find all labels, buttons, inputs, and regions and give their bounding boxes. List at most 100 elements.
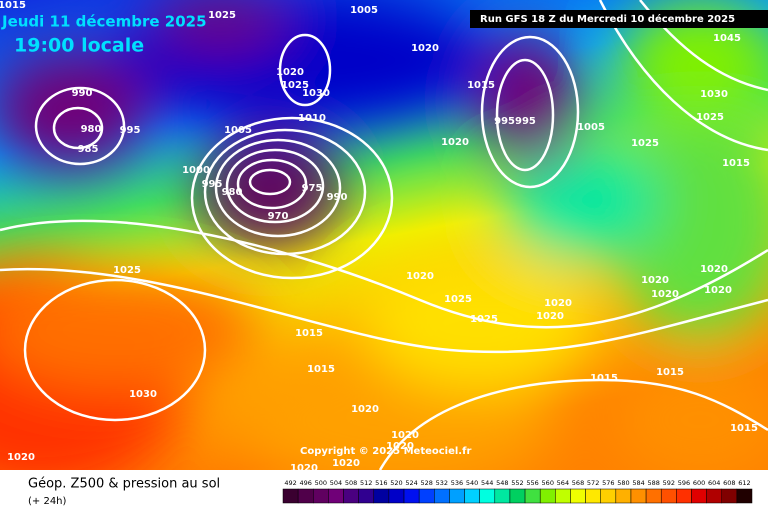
legend-swatch: [343, 488, 359, 504]
legend-swatch: [403, 488, 420, 504]
legend-label: 544: [481, 479, 493, 487]
legend-label: 560: [542, 479, 554, 487]
legend: 492 496 500 504 508 512 516 520 524 528 532 536 540 5…: [282, 479, 753, 504]
isobar-label: 1005: [577, 122, 605, 133]
isobar-label: 1015: [295, 328, 323, 339]
legend-swatch: [328, 488, 344, 504]
legend-label: 592: [663, 479, 675, 487]
legend-label: 504: [330, 479, 342, 487]
legend-subtitle: (+ 24h): [28, 496, 67, 507]
legend-swatch: [282, 488, 299, 504]
legend-swatch: [509, 488, 526, 504]
legend-swatch: [600, 488, 617, 504]
legend-swatch: [539, 488, 556, 504]
isobar-label: 995: [120, 125, 141, 136]
legend-label: 548: [496, 479, 508, 487]
legend-swatch: [736, 488, 753, 504]
legend-label: 564: [557, 479, 569, 487]
legend-swatch: [555, 488, 571, 504]
isobar-label: 1015: [307, 364, 335, 375]
isobar-label: 1005: [224, 125, 252, 136]
legend-label: 576: [602, 479, 614, 487]
legend-swatch: [524, 488, 541, 504]
isobar-label: 990: [327, 192, 348, 203]
isobar-label: 990: [72, 88, 93, 99]
isobar-label: 1025: [208, 10, 236, 21]
legend-label: 568: [572, 479, 584, 487]
isobar-label: 1020: [704, 285, 732, 296]
isobar-label: 1020: [544, 298, 572, 309]
legend-label: 512: [360, 479, 372, 487]
legend-swatch: [297, 488, 314, 504]
isobar-label: 970: [268, 211, 289, 222]
legend-label: 492: [284, 479, 296, 487]
isobar-label: 1020: [411, 43, 439, 54]
field: [0, 0, 768, 470]
legend-swatch: [434, 488, 450, 504]
isobar-label: 985: [78, 144, 99, 155]
isobar-label: 1015: [730, 423, 758, 434]
isobar-label: 1020: [406, 271, 434, 282]
isobar-label: 1000: [182, 165, 210, 176]
legend-swatch: [479, 488, 496, 504]
isobar-label: 980: [81, 124, 102, 135]
isobar-label: 1015: [0, 0, 26, 11]
legend-swatch: [418, 488, 435, 504]
legend-swatch: [585, 488, 601, 504]
forecast-time: 19:00 locale: [14, 35, 144, 57]
legend-label: 524: [405, 479, 417, 487]
isobars: [0, 0, 768, 470]
legend-label: 496: [299, 479, 311, 487]
legend-swatch: [721, 488, 738, 504]
isobar-label: 1025: [281, 80, 309, 91]
isobar-label: 1020: [276, 67, 304, 78]
legend-swatch: [494, 488, 511, 504]
legend-title: Géop. Z500 & pression au sol: [28, 477, 220, 492]
legend-swatch: [358, 488, 375, 504]
legend-label: 556: [526, 479, 538, 487]
legend-swatch: [464, 488, 480, 504]
run-banner: [470, 10, 768, 28]
legend-label: 528: [421, 479, 433, 487]
legend-swatch: [388, 488, 405, 504]
legend-swatch: [706, 488, 722, 504]
legend-label: 596: [678, 479, 690, 487]
isobar-label: 1015: [467, 80, 495, 91]
isobar-label: 1030: [129, 389, 157, 400]
legend-label: 500: [315, 479, 327, 487]
legend-swatch: [313, 488, 329, 504]
legend-swatch: [615, 488, 632, 504]
isobar-label: 995995: [494, 116, 536, 127]
isobar-label: 1045: [713, 33, 741, 44]
legend-label: 540: [466, 479, 478, 487]
isobar-label: 1015: [656, 367, 684, 378]
isobar-label: 1020: [290, 463, 318, 474]
isobar-label: 1030: [302, 88, 330, 99]
isobar-label: 1020: [391, 430, 419, 441]
isobar-label: 1025: [470, 314, 498, 325]
legend-label: 520: [390, 479, 402, 487]
legend-label: 588: [647, 479, 659, 487]
isobar-label: 1020: [651, 289, 679, 300]
isobar-label: 1010: [298, 113, 326, 124]
forecast-date: Jeudi 11 décembre 2025: [1, 13, 207, 31]
legend-label: 584: [632, 479, 644, 487]
isobar-label: 1020: [441, 137, 469, 148]
legend-label: 580: [617, 479, 629, 487]
legend-label: 612: [738, 479, 750, 487]
run-label: Run GFS 18 Z du Mercredi 10 décembre 202…: [480, 13, 735, 25]
isobar-label: 1020: [386, 441, 414, 452]
isobar-label: 1025: [444, 294, 472, 305]
legend-swatch: [691, 488, 707, 504]
isobar-label: 1025: [631, 138, 659, 149]
isobar-label: 1020: [641, 275, 669, 286]
legend-label: 600: [693, 479, 705, 487]
isobar-label: 1020: [536, 311, 564, 322]
legend-label: 536: [451, 479, 463, 487]
isobar-label: 975: [302, 183, 323, 194]
isobar-label: 1025: [696, 112, 724, 123]
isobar-label: 1020: [700, 264, 728, 275]
legend-label: 516: [375, 479, 387, 487]
